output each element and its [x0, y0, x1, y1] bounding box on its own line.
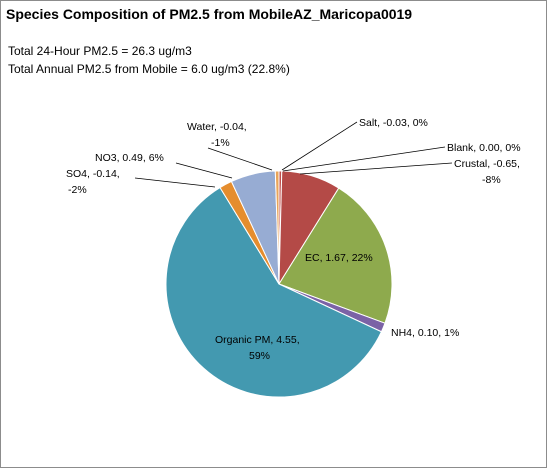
data-label-organic-pm: Organic PM, 4.55, 59% — [215, 334, 300, 362]
leader-line-no3 — [175, 162, 233, 179]
chart-subtitle-line-2: Total Annual PM2.5 from Mobile = 6.0 ug/… — [8, 62, 290, 76]
pie-slice-water — [274, 170, 280, 285]
pie-slice-ec — [278, 187, 393, 324]
chart-subtitle-line-1: Total 24-Hour PM2.5 = 26.3 ug/m3 — [8, 44, 192, 58]
data-label-water: Water, -0.04, -1% — [187, 121, 247, 149]
leader-line-crustal — [299, 162, 453, 175]
leader-line-salt — [281, 121, 358, 171]
data-label-ec: EC, 1.67, 22% — [305, 252, 373, 264]
pie-slice-organic-pm — [165, 186, 383, 398]
data-label-nh4: NH4, 0.10, 1% — [391, 327, 459, 339]
data-label-salt: Salt, -0.03, 0% — [359, 117, 428, 129]
chart-title: Species Composition of PM2.5 from Mobile… — [6, 6, 412, 22]
data-label-crustal: Crustal, -0.65, -8% — [454, 158, 520, 186]
data-label-no3: NO3, 0.49, 6% — [95, 152, 164, 164]
data-label-blank: Blank, 0.00, 0% — [447, 142, 521, 154]
leader-line-so4 — [134, 177, 216, 188]
leader-line-water — [207, 147, 273, 171]
leader-line-blank — [282, 146, 446, 172]
data-label-so4: SO4, -0.14, -2% — [66, 168, 120, 196]
